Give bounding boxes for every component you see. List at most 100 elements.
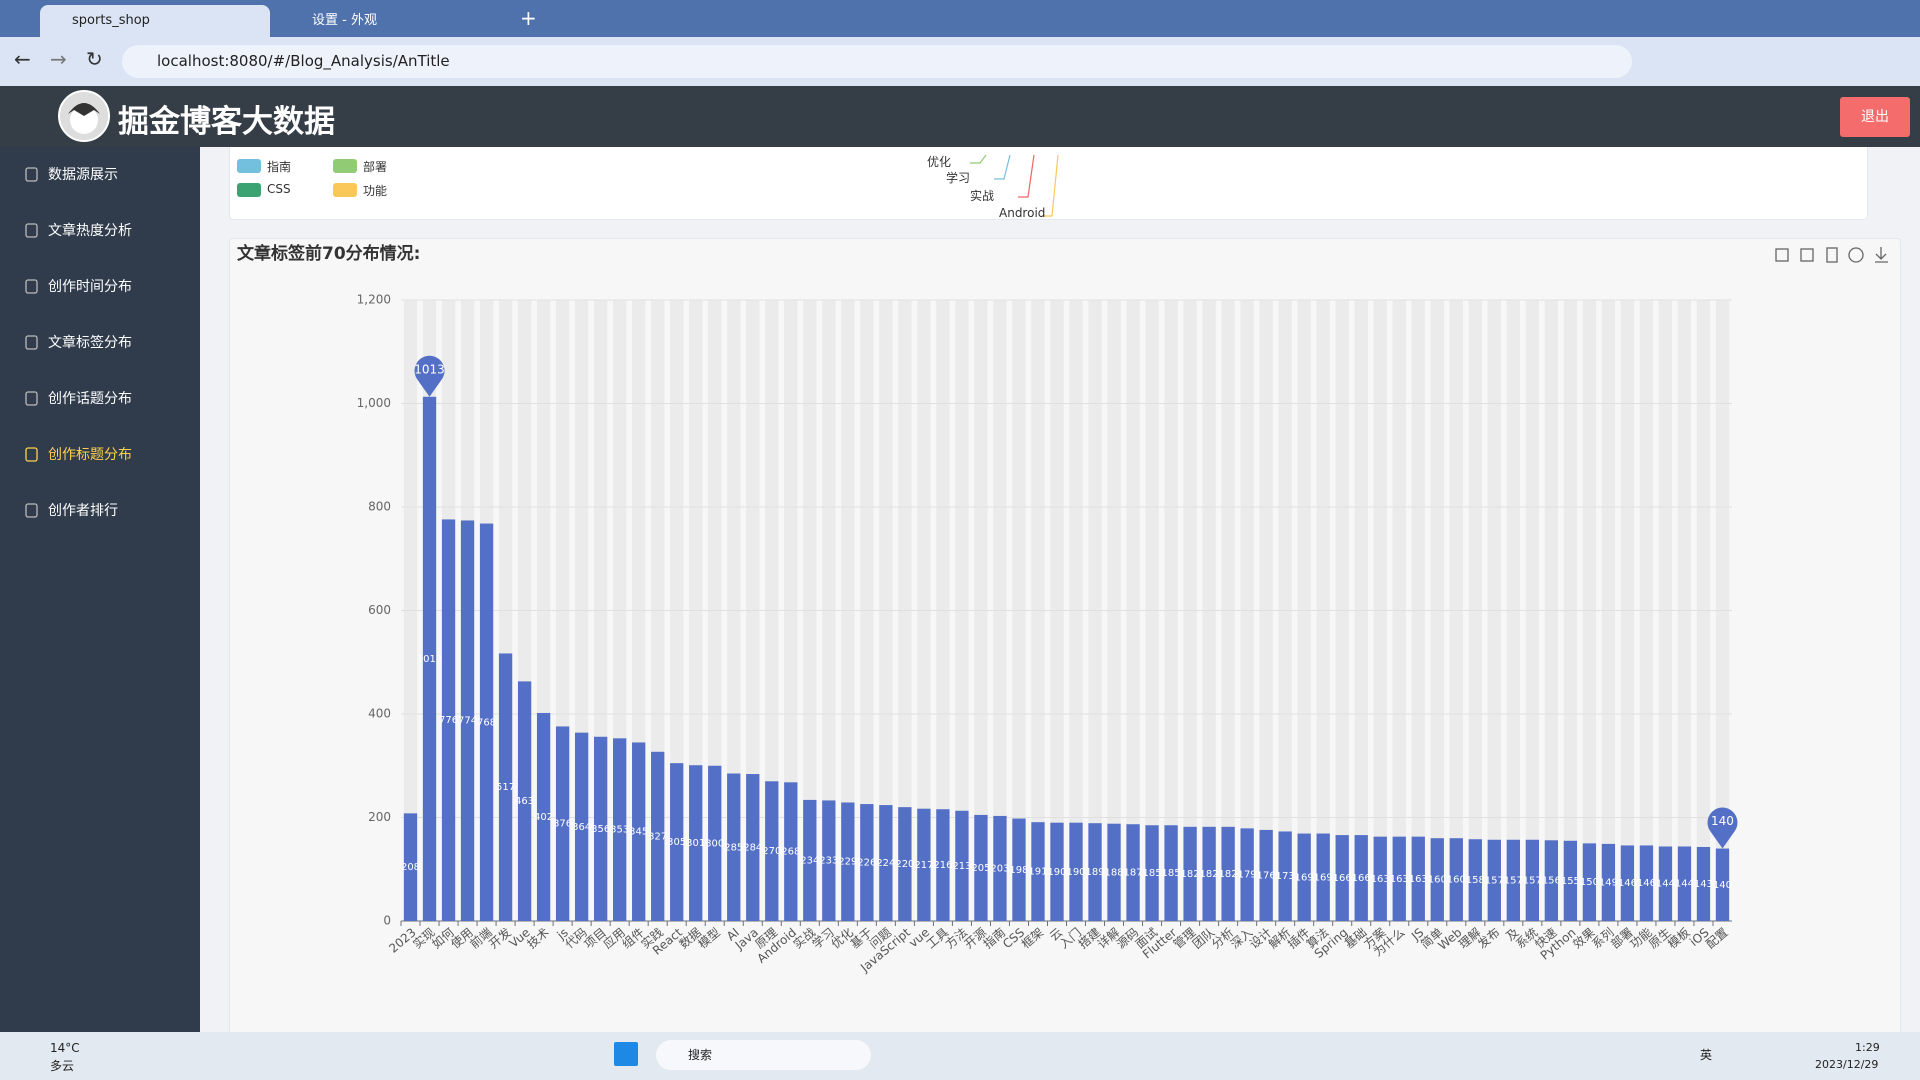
menu-label: 文章热度分析: [48, 223, 132, 239]
menu-item[interactable]: 创作话题分布: [0, 371, 200, 427]
tool-restore[interactable]: [1848, 247, 1864, 263]
menu-icon: [25, 391, 38, 406]
tree-link: [994, 154, 1011, 180]
taskbar: 14°C 多云 搜索 英 1:29 2023/12/29: [0, 1032, 1920, 1080]
bar-value-label: 213: [952, 861, 971, 872]
menu-item[interactable]: 创作时间分布: [0, 259, 200, 315]
bar: [441, 519, 456, 921]
bar-value-label: 163: [1371, 874, 1390, 885]
menu-item[interactable]: 文章热度分析: [0, 203, 200, 259]
bar-value-label: 774: [458, 716, 477, 727]
bar: [613, 738, 627, 921]
bar-value-label: 776: [439, 715, 458, 726]
bar: [898, 807, 912, 921]
bar: [403, 813, 418, 921]
bar-value-label: 157: [1523, 875, 1542, 886]
bar: [1677, 846, 1692, 921]
bar-value-label: 768: [477, 717, 496, 728]
bar-value-label: 198: [1009, 865, 1028, 876]
legend-label: CSS: [267, 182, 291, 196]
icon-shape: [25, 223, 38, 238]
menu-label: 创作标题分布: [48, 447, 132, 463]
bar: [1392, 836, 1406, 921]
back-button[interactable]: ←: [14, 47, 31, 71]
icon-shape: [25, 391, 38, 406]
x-tick-label: 模型: [696, 925, 723, 951]
new-tab[interactable]: +: [520, 6, 537, 30]
bar-value-label: 188: [1104, 867, 1123, 878]
x-tick-label: 配置: [1703, 925, 1730, 951]
bar-value-label: 144: [1675, 879, 1694, 890]
bar: [993, 815, 1007, 921]
reload-button[interactable]: ↻: [86, 47, 103, 71]
forward-button[interactable]: →: [50, 47, 67, 71]
menu-label: 创作者排行: [48, 503, 118, 519]
bar: [1145, 825, 1159, 921]
clock-date: 2023/12/29: [1815, 1058, 1879, 1071]
bar: [536, 712, 551, 921]
app-header: 掘金博客大数据 退出: [0, 86, 1920, 147]
tool-zoom-reset[interactable]: [1800, 248, 1814, 262]
bar: [498, 653, 513, 921]
bar: [765, 781, 779, 921]
start-button[interactable]: [614, 1042, 638, 1066]
bar-value-label: 163: [1390, 874, 1409, 885]
bar: [593, 736, 608, 921]
menu-item[interactable]: 创作标题分布: [0, 427, 200, 483]
bar-value-label: 268: [781, 847, 800, 858]
bar: [1411, 836, 1425, 921]
bar: [803, 799, 817, 921]
tree-link: [1018, 154, 1035, 198]
tree-lines: [970, 154, 1059, 217]
bar-value-label: 191: [1028, 867, 1047, 878]
menu-item[interactable]: 文章标签分布: [0, 315, 200, 371]
bar: [1639, 845, 1654, 921]
y-tick-label: 200: [368, 810, 391, 824]
bar-value-label: 234: [800, 855, 819, 866]
bar: [1544, 840, 1559, 921]
bar-value-label: 185: [1162, 868, 1181, 879]
menu-item[interactable]: 创作者排行: [0, 483, 200, 539]
bar: [1278, 831, 1292, 921]
icon-shape: [25, 279, 38, 294]
legend-swatch: [237, 159, 261, 173]
chart: 文章标签前70分布情况: 0 200 400 600 800 1,000 1,200 208 2…: [237, 243, 1888, 975]
tool-save[interactable]: [1875, 247, 1888, 263]
menu-icon: [25, 223, 38, 238]
bar: [1240, 828, 1254, 921]
tab[interactable]: 设置 - 外观: [312, 13, 377, 28]
legend-label: 部署: [363, 160, 388, 174]
ime-indicator[interactable]: 英: [1700, 1048, 1713, 1062]
bar: [879, 805, 893, 921]
menu-item[interactable]: 数据源展示: [0, 147, 200, 203]
bar: [974, 814, 988, 921]
address-bar: ← → ↻ localhost:8080/#/Blog_Analysis/AnT…: [0, 37, 1920, 86]
logout-button[interactable]: 退出: [1840, 97, 1910, 137]
bar: [1563, 840, 1578, 921]
url-field[interactable]: localhost:8080/#/Blog_Analysis/AnTitle: [122, 45, 1632, 78]
tool-data-view[interactable]: [1826, 247, 1838, 263]
chart-panel: 文章标签前70分布情况: 0 200 400 600 800 1,000 1,200 208 2…: [229, 238, 1901, 1040]
bar: [1449, 838, 1463, 921]
bar-value-label: 284: [743, 843, 762, 854]
tool-zoom[interactable]: [1775, 248, 1789, 262]
legend-swatch: [333, 183, 357, 197]
bar-value-label: 229: [838, 857, 857, 868]
tab[interactable]: sports_shop: [40, 5, 270, 37]
tree-label: Android: [999, 206, 1046, 220]
bar: [1050, 822, 1064, 921]
bar-value-label: 1013: [417, 654, 442, 665]
bar-value-label: 226: [857, 858, 876, 869]
bar-value-label: 301: [686, 838, 705, 849]
sidebar: 数据源展示文章热度分析创作时间分布 文章标签分布 创作话题分布创作标题分布 创作者排行: [0, 147, 200, 1032]
top-panel: 指南 部署 CSS 功能 优化 学习 实战 Android: [229, 147, 1868, 220]
menu-icon: [25, 279, 38, 294]
bar: [1069, 822, 1083, 921]
y-tick-label: 1,000: [357, 396, 391, 410]
bar: [670, 763, 684, 921]
bar-value-label: 158: [1466, 875, 1485, 886]
bar: [651, 751, 665, 921]
bar-value-label: 143: [1694, 879, 1713, 890]
bar-value-label: 402: [534, 812, 553, 823]
search-box[interactable]: 搜索: [656, 1040, 871, 1070]
